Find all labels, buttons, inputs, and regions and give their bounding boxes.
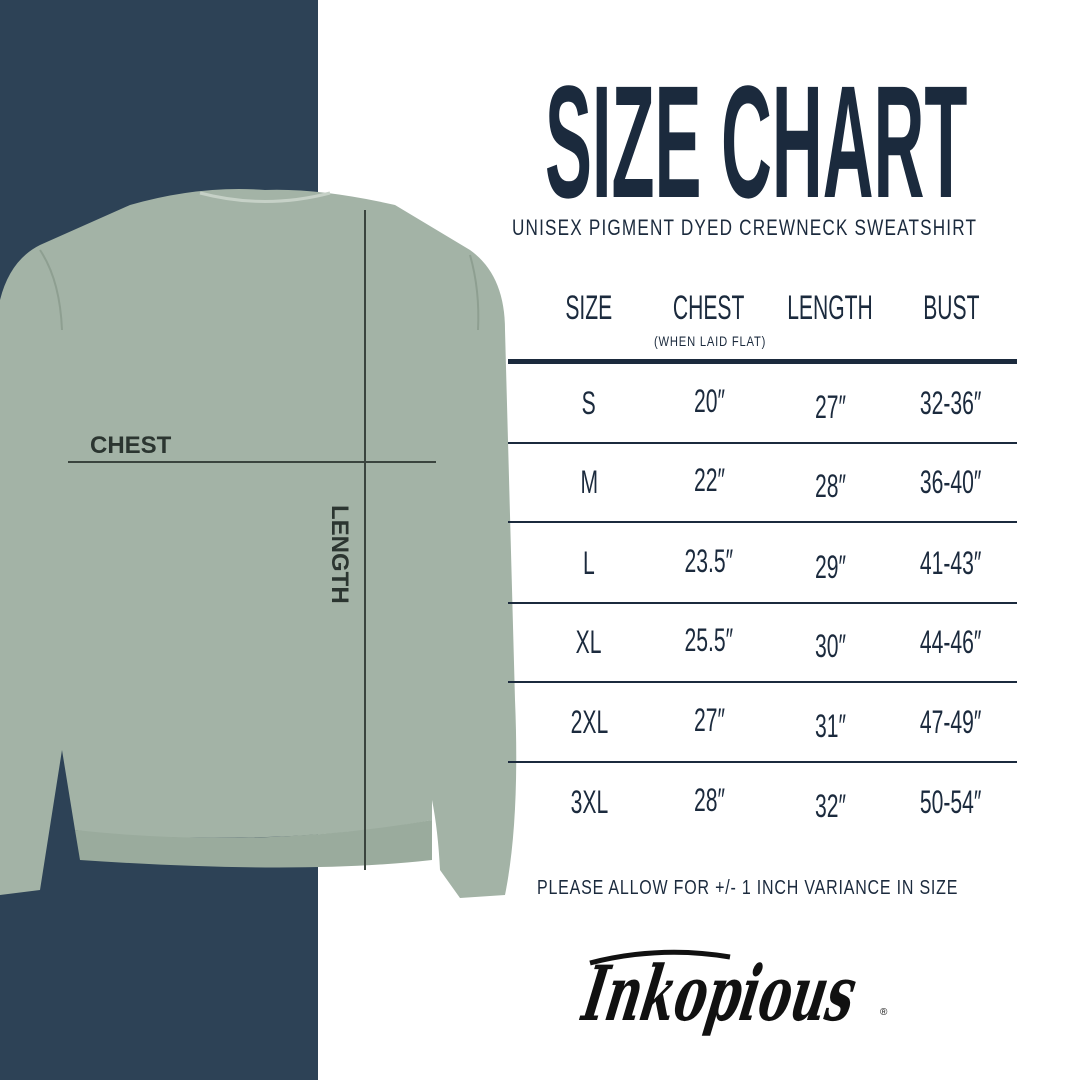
table-cell: S [581, 385, 597, 421]
table-cell: 32″ [814, 788, 846, 824]
variance-note: PLEASE ALLOW FOR +/- 1 INCH VARIANCE IN … [537, 877, 959, 899]
page-title: SIZE CHART [545, 52, 968, 231]
table-cell: 28″ [814, 468, 846, 504]
table-cell: 25.5″ [684, 622, 734, 658]
length-label: LENGTH [326, 505, 353, 604]
table-cell: 23.5″ [684, 543, 734, 579]
table-cell: 2XL [570, 704, 608, 740]
table-cell: 27″ [814, 389, 846, 425]
table-cell: 41-43″ [920, 545, 982, 581]
header-bust: BUST [922, 289, 980, 327]
header-divider [508, 359, 1017, 364]
table-cell: 47-49″ [920, 704, 982, 740]
table-cell: 50-54″ [920, 784, 982, 820]
row-divider [508, 521, 1017, 523]
svg-text:Inkopious: Inkopious [575, 950, 862, 1039]
table-cell: 44-46″ [920, 624, 982, 660]
row-divider [508, 761, 1017, 763]
table-cell: 20″ [693, 383, 725, 419]
table-cell: 32-36″ [920, 385, 982, 421]
svg-text:®: ® [880, 1007, 888, 1018]
subtitle: UNISEX PIGMENT DYED CREWNECK SWEATSHIRT [512, 215, 978, 240]
chest-label: CHEST [90, 432, 172, 459]
header-length: LENGTH [787, 289, 873, 327]
table-cell: 31″ [814, 708, 846, 744]
table-cell: L [583, 545, 595, 581]
header-size: SIZE [565, 289, 613, 327]
table-cell: 30″ [814, 628, 846, 664]
table-cell: 27″ [693, 702, 725, 738]
table-cell: 36-40″ [920, 464, 982, 500]
table-cell: 22″ [693, 462, 725, 498]
table-cell: 29″ [814, 549, 846, 585]
row-divider [508, 442, 1017, 444]
chest-note: (WHEN LAID FLAT) [653, 333, 767, 349]
table-cell: 28″ [693, 782, 725, 818]
brand-logo: Inkopious ® [575, 950, 888, 1039]
header-chest: CHEST [673, 289, 745, 327]
table-cell: M [580, 464, 598, 500]
row-divider [508, 681, 1017, 683]
sweatshirt-image [0, 189, 517, 898]
row-divider [508, 602, 1017, 604]
table-cell: XL [576, 624, 602, 660]
table-cell: 3XL [570, 784, 608, 820]
